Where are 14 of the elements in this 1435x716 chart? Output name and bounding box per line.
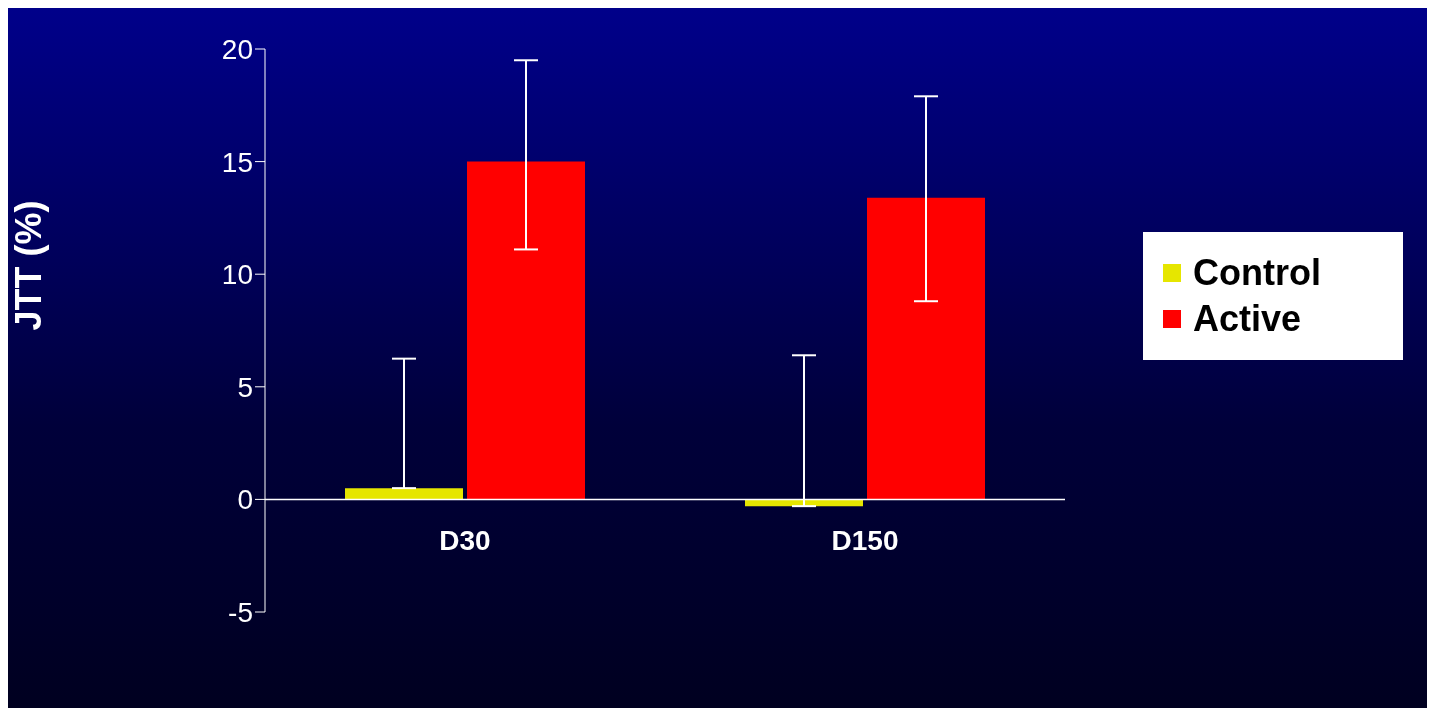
x-tick-label: D150 <box>831 524 899 556</box>
bar <box>345 488 463 500</box>
bar <box>467 161 585 500</box>
legend-label: Active <box>1193 297 1302 341</box>
y-axis-title: JTT (%) <box>7 200 49 331</box>
bar <box>867 197 985 500</box>
y-tick-label: 0 <box>237 484 253 516</box>
y-tick-label: -5 <box>228 596 253 628</box>
y-tick-label: 20 <box>221 33 253 65</box>
y-tick-label: 5 <box>237 371 253 403</box>
y-tick-label: 10 <box>221 259 253 291</box>
x-tick-label: D30 <box>439 524 491 556</box>
legend-label: Control <box>1193 251 1321 295</box>
y-tick-label: 15 <box>221 146 253 178</box>
